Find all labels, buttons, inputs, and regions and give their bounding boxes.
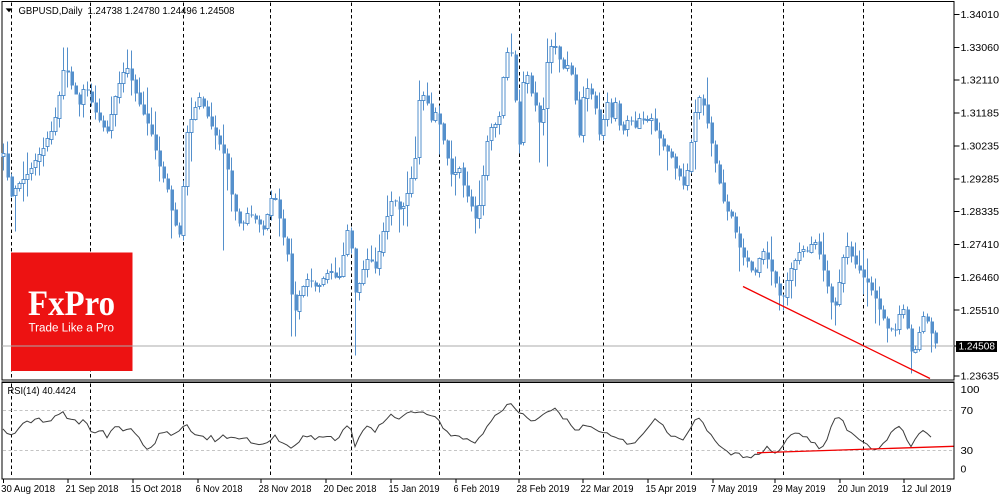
svg-text:20 Jun 2019: 20 Jun 2019 xyxy=(838,484,889,495)
svg-text:GBPUSD,Daily: GBPUSD,Daily xyxy=(19,6,84,17)
svg-text:1.23635: 1.23635 xyxy=(961,372,1000,383)
svg-text:22 Mar 2019: 22 Mar 2019 xyxy=(581,484,634,495)
svg-text:1.24738 1.24780 1.24496 1.2450: 1.24738 1.24780 1.24496 1.24508 xyxy=(88,6,235,17)
svg-text:0: 0 xyxy=(961,464,967,475)
svg-text:6 Feb 2019: 6 Feb 2019 xyxy=(454,484,500,495)
svg-text:6 Nov 2018: 6 Nov 2018 xyxy=(196,484,243,495)
svg-text:7 May 2019: 7 May 2019 xyxy=(711,484,758,495)
svg-text:1.28335: 1.28335 xyxy=(961,207,1000,218)
svg-text:12 Jul 2019: 12 Jul 2019 xyxy=(902,484,952,495)
svg-text:1.31185: 1.31185 xyxy=(961,109,1000,120)
svg-text:70: 70 xyxy=(961,406,974,417)
svg-text:30 Aug 2018: 30 Aug 2018 xyxy=(1,484,55,495)
svg-text:1.24508: 1.24508 xyxy=(959,342,996,353)
svg-text:1.29285: 1.29285 xyxy=(961,174,1000,185)
svg-text:15 Jan 2019: 15 Jan 2019 xyxy=(389,484,440,495)
svg-text:1.33060: 1.33060 xyxy=(961,43,1000,54)
svg-text:15 Apr 2019: 15 Apr 2019 xyxy=(646,484,697,495)
svg-text:1.27410: 1.27410 xyxy=(961,240,1000,251)
svg-text:1.34010: 1.34010 xyxy=(961,10,1000,21)
svg-text:1.25510: 1.25510 xyxy=(961,306,1000,317)
svg-text:21 Sep 2018: 21 Sep 2018 xyxy=(66,484,119,495)
svg-text:15 Oct 2018: 15 Oct 2018 xyxy=(131,484,182,495)
svg-text:28 Nov 2018: 28 Nov 2018 xyxy=(259,484,312,495)
svg-text:1.26460: 1.26460 xyxy=(961,273,1000,284)
svg-text:FxPro: FxPro xyxy=(28,283,115,323)
svg-text:28 Feb 2019: 28 Feb 2019 xyxy=(517,484,570,495)
svg-text:20 Dec 2018: 20 Dec 2018 xyxy=(324,484,377,495)
svg-text:100: 100 xyxy=(961,385,980,396)
svg-text:29 May 2019: 29 May 2019 xyxy=(773,484,826,495)
svg-text:1.32110: 1.32110 xyxy=(961,76,1000,87)
svg-text:1.30235: 1.30235 xyxy=(961,142,1000,153)
svg-text:30: 30 xyxy=(961,446,974,457)
svg-text:RSI(14) 40.4424: RSI(14) 40.4424 xyxy=(8,386,77,397)
svg-text:Trade Like a Pro: Trade Like a Pro xyxy=(29,321,115,335)
